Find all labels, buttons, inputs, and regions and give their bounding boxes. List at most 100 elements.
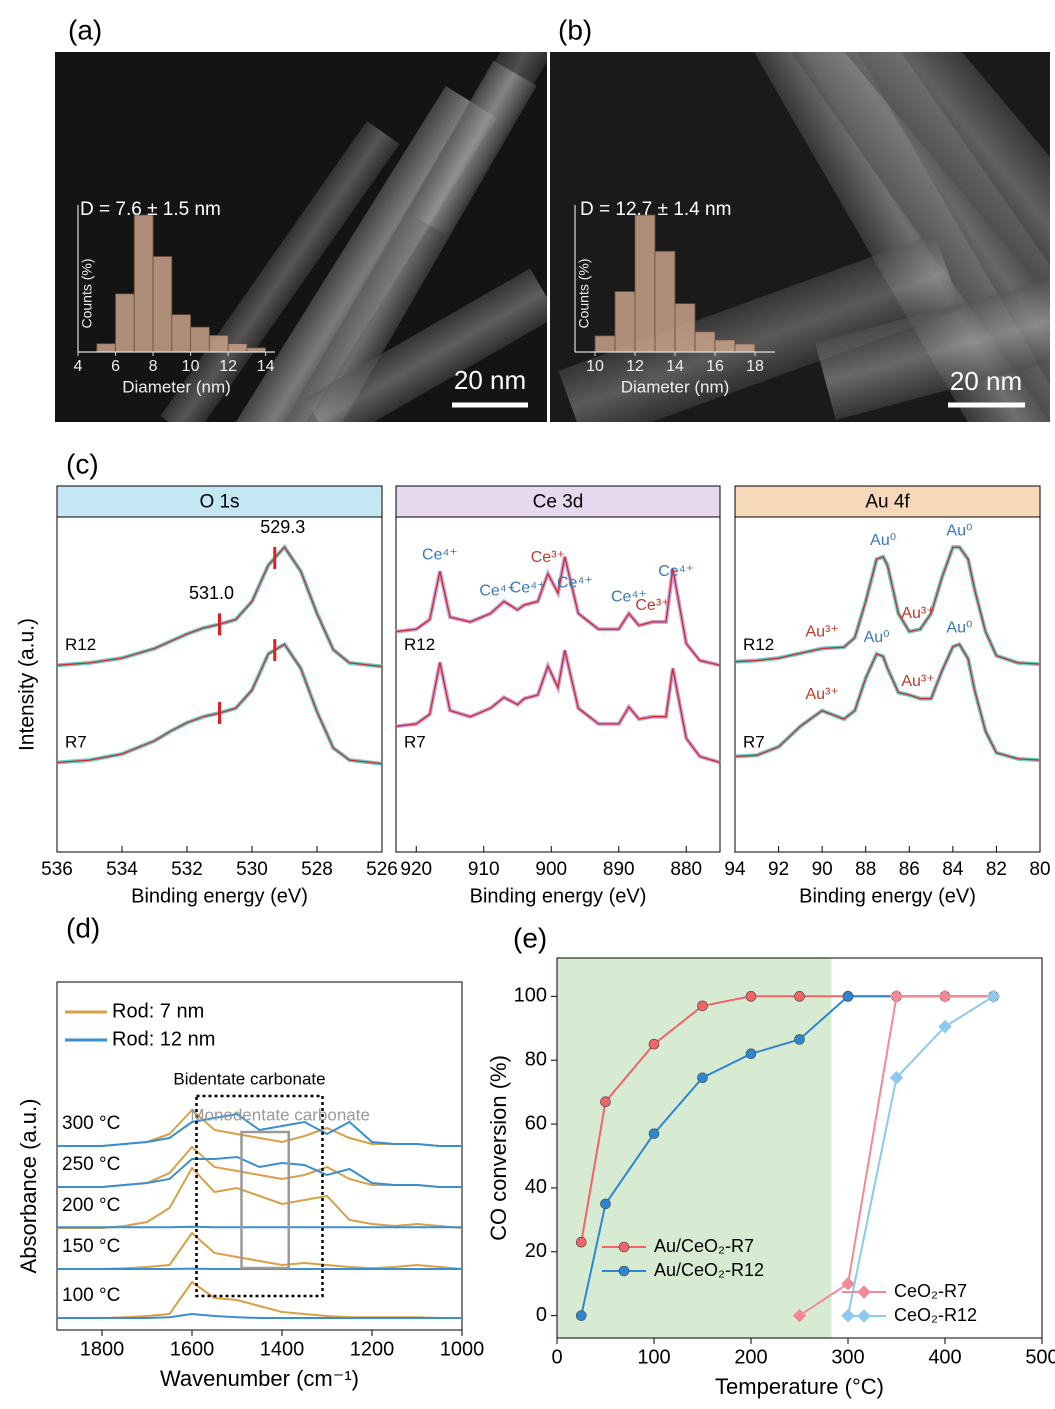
legend-marker: [858, 1286, 870, 1298]
data-point: [939, 990, 951, 1002]
annotation-box: [242, 1132, 289, 1268]
x-axis-label: Temperature (°C): [715, 1374, 884, 1399]
y-axis-label: Counts (%): [576, 258, 592, 328]
x-tick-label: 80: [1029, 859, 1050, 880]
data-point: [746, 991, 756, 1001]
peak-label: Au³⁺: [901, 605, 934, 622]
panel-title: Ce 3d: [533, 492, 584, 513]
panel-label: (b): [558, 14, 592, 45]
peak-label: Au⁰: [870, 532, 896, 549]
x-tick-label: 920: [400, 859, 432, 880]
peak-label: Ce⁴⁺: [510, 579, 546, 596]
x-tick-label: 300: [831, 1346, 864, 1368]
data-point: [988, 990, 1000, 1002]
x-tick-label: 10: [586, 358, 604, 375]
group-label: 200 °C: [62, 1195, 120, 1216]
panel-label: (c): [66, 448, 99, 479]
histogram-bar: [247, 348, 266, 352]
x-tick-label: 200: [734, 1346, 767, 1368]
group-label: 250 °C: [62, 1154, 120, 1175]
histogram-bar: [615, 292, 635, 352]
group-label: 300 °C: [62, 1113, 120, 1134]
x-tick-label: 16: [706, 358, 724, 375]
x-tick-label: 880: [670, 859, 702, 880]
panel-label: (a): [68, 14, 102, 45]
data-point: [576, 1311, 586, 1321]
x-tick-label: 92: [768, 859, 789, 880]
peak-label: Au³⁺: [901, 673, 934, 690]
y-tick-label: 100: [514, 985, 547, 1007]
legend-marker: [619, 1242, 629, 1252]
data-point: [601, 1199, 611, 1209]
x-tick-label: 0: [551, 1346, 562, 1368]
x-axis-label: Diameter (nm): [621, 377, 730, 396]
x-tick-label: 86: [899, 859, 920, 880]
series-name: R7: [743, 732, 765, 751]
panel-label: (e): [513, 922, 547, 953]
x-tick-label: 1800: [80, 1338, 125, 1360]
histogram-bar: [153, 257, 172, 352]
data-point: [698, 1073, 708, 1083]
y-tick-label: 20: [525, 1240, 547, 1262]
legend-marker: [858, 1310, 870, 1322]
x-tick-label: 12: [219, 358, 237, 375]
legend-label: CeO₂-R7: [894, 1281, 967, 1301]
x-tick-label: 526: [366, 859, 398, 880]
peak-label: Au⁰: [946, 522, 972, 539]
x-tick-label: 532: [171, 859, 203, 880]
x-axis-label: Binding energy (eV): [799, 885, 976, 907]
legend-label: Au/CeO₂-R7: [654, 1236, 754, 1256]
spectrum-line: [57, 1314, 462, 1318]
histogram-bar: [191, 327, 210, 352]
legend-label: Rod: 7 nm: [112, 1000, 204, 1022]
fit-curve: [735, 644, 1040, 760]
x-tick-label: 1200: [350, 1338, 395, 1360]
y-tick-label: 0: [536, 1304, 547, 1326]
data-point: [795, 991, 805, 1001]
legend-label: Au/CeO₂-R12: [654, 1260, 764, 1280]
x-tick-label: 18: [746, 358, 764, 375]
histogram-bar: [735, 344, 755, 352]
x-tick-label: 88: [855, 859, 876, 880]
legend-label: CeO₂-R12: [894, 1305, 977, 1325]
plot-frame: [57, 517, 382, 852]
x-tick-label: 10: [182, 358, 200, 375]
data-point: [795, 1034, 805, 1044]
spectrum-line: [57, 547, 382, 666]
x-axis-label: Wavenumber (cm⁻¹): [160, 1366, 359, 1391]
peak-label: Ce⁴⁺: [658, 563, 694, 580]
x-tick-label: 900: [535, 859, 567, 880]
x-tick-label: 14: [666, 358, 684, 375]
group-label: 100 °C: [62, 1285, 120, 1306]
data-point: [842, 1278, 854, 1290]
x-tick-label: 1400: [260, 1338, 305, 1360]
x-tick-label: 530: [236, 859, 268, 880]
histogram-bar: [172, 315, 191, 352]
fit-curve: [396, 650, 720, 762]
series-name: R7: [404, 732, 426, 751]
x-tick-label: 100: [637, 1346, 670, 1368]
x-tick-label: 94: [724, 859, 746, 880]
x-tick-label: 82: [986, 859, 1007, 880]
histogram-bar: [715, 340, 735, 352]
x-tick-label: 4: [74, 358, 83, 375]
x-tick-label: 528: [301, 859, 333, 880]
y-axis-label: Intensity (a.u.): [16, 618, 39, 751]
y-axis-label: Absorbance (a.u.): [16, 1099, 41, 1274]
series-name: R7: [65, 732, 87, 751]
histogram-bar: [228, 344, 247, 352]
histogram-bar: [655, 251, 675, 352]
peak-label: Ce³⁺: [531, 549, 565, 566]
x-tick-label: 890: [603, 859, 635, 880]
x-tick-label: 6: [111, 358, 120, 375]
histogram-bar: [116, 294, 135, 352]
x-tick-label: 8: [149, 358, 158, 375]
x-tick-label: 910: [468, 859, 500, 880]
data-point: [746, 1049, 756, 1059]
histogram-bar: [209, 335, 228, 352]
panel-title: O 1s: [199, 492, 239, 513]
scale-bar-label: 20 nm: [950, 366, 1022, 396]
histogram-bar: [595, 336, 615, 352]
x-axis-label: Binding energy (eV): [131, 885, 308, 907]
peak-label: Ce⁴⁺: [422, 546, 458, 563]
